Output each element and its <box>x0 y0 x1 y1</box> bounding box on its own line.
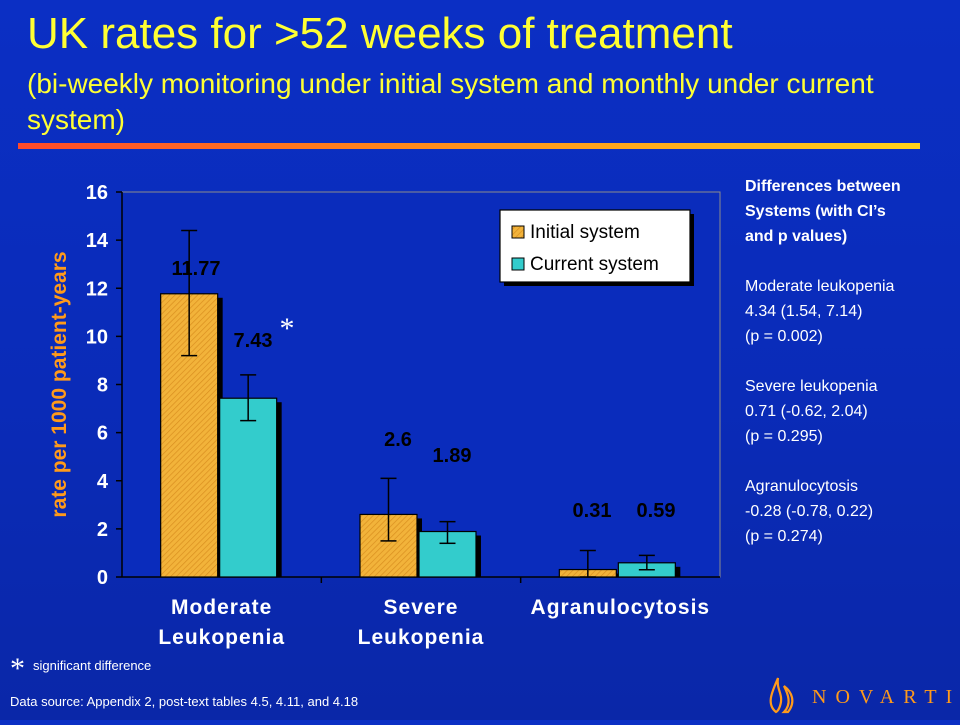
note-line: Severe leukopenia <box>745 378 878 395</box>
data-label: 0.31 <box>573 500 612 522</box>
legend-label: Initial system <box>530 222 640 243</box>
bar-current-system <box>219 397 278 578</box>
note-line: Moderate leukopenia <box>745 278 895 295</box>
notes-heading: Differences between Systems (with CI’s a… <box>745 174 960 249</box>
y-tick-label: 6 <box>97 423 108 445</box>
x-tick-label: Leukopenia <box>158 626 285 649</box>
significance-note: * significant difference <box>10 652 151 686</box>
y-tick-label: 0 <box>97 567 108 589</box>
y-tick-label: 16 <box>86 182 108 204</box>
significance-annotation: * <box>280 312 295 345</box>
legend-swatch <box>511 225 525 239</box>
legend-label: Current system <box>530 254 659 275</box>
significance-star: * <box>10 652 25 685</box>
notes-heading-line: and p values) <box>745 228 848 245</box>
y-tick-label: 14 <box>86 230 109 252</box>
title-divider <box>18 143 920 149</box>
logo-wordmark: NOVARTIS <box>812 686 960 708</box>
significance-text: significant difference <box>33 658 152 673</box>
differences-notes: Differences between Systems (with CI’s a… <box>745 174 960 549</box>
y-tick-label: 12 <box>86 278 108 300</box>
note-line: 0.71 (-0.62, 2.04) <box>745 403 868 420</box>
note-line: 4.34 (1.54, 7.14) <box>745 303 863 320</box>
x-tick-label: Moderate <box>171 596 272 619</box>
data-label: 1.89 <box>433 445 472 467</box>
note-line: -0.28 (-0.78, 0.22) <box>745 503 874 520</box>
note-agranulocytosis: Agranulocytosis -0.28 (-0.78, 0.22) (p =… <box>745 474 960 549</box>
x-tick-label: Severe <box>384 596 459 619</box>
data-source: Data source: Appendix 2, post-text table… <box>10 694 359 709</box>
note-line: (p = 0.295) <box>745 428 823 445</box>
y-tick-label: 10 <box>86 326 108 348</box>
novartis-logo: NOVARTIS <box>762 672 960 716</box>
note-severe-leukopenia: Severe leukopenia 0.71 (-0.62, 2.04) (p … <box>745 374 960 449</box>
y-tick-label: 4 <box>97 471 109 493</box>
notes-heading-line: Differences between <box>745 178 901 195</box>
note-line: (p = 0.274) <box>745 528 823 545</box>
data-label: 0.59 <box>637 500 676 522</box>
data-label: 7.43 <box>234 330 273 352</box>
legend-swatch <box>511 257 525 271</box>
y-tick-label: 2 <box>97 519 108 541</box>
note-moderate-leukopenia: Moderate leukopenia 4.34 (1.54, 7.14) (p… <box>745 274 960 349</box>
legend-box <box>499 209 691 283</box>
y-tick-label: 8 <box>97 375 108 397</box>
x-tick-label: Agranulocytosis <box>531 596 711 619</box>
page-subtitle: (bi-weekly monitoring under initial syst… <box>27 68 874 135</box>
y-axis-label: rate per 1000 patient-years <box>48 251 71 517</box>
notes-heading-line: Systems (with CI’s <box>745 203 886 220</box>
x-tick-label: Leukopenia <box>358 626 485 649</box>
data-label: 11.77 <box>172 258 221 280</box>
data-label: 2.6 <box>384 429 412 451</box>
page-title: UK rates for >52 weeks of treatment <box>27 9 733 58</box>
note-line: (p = 0.002) <box>745 328 823 345</box>
note-line: Agranulocytosis <box>745 478 858 495</box>
flame-icon <box>769 677 794 714</box>
